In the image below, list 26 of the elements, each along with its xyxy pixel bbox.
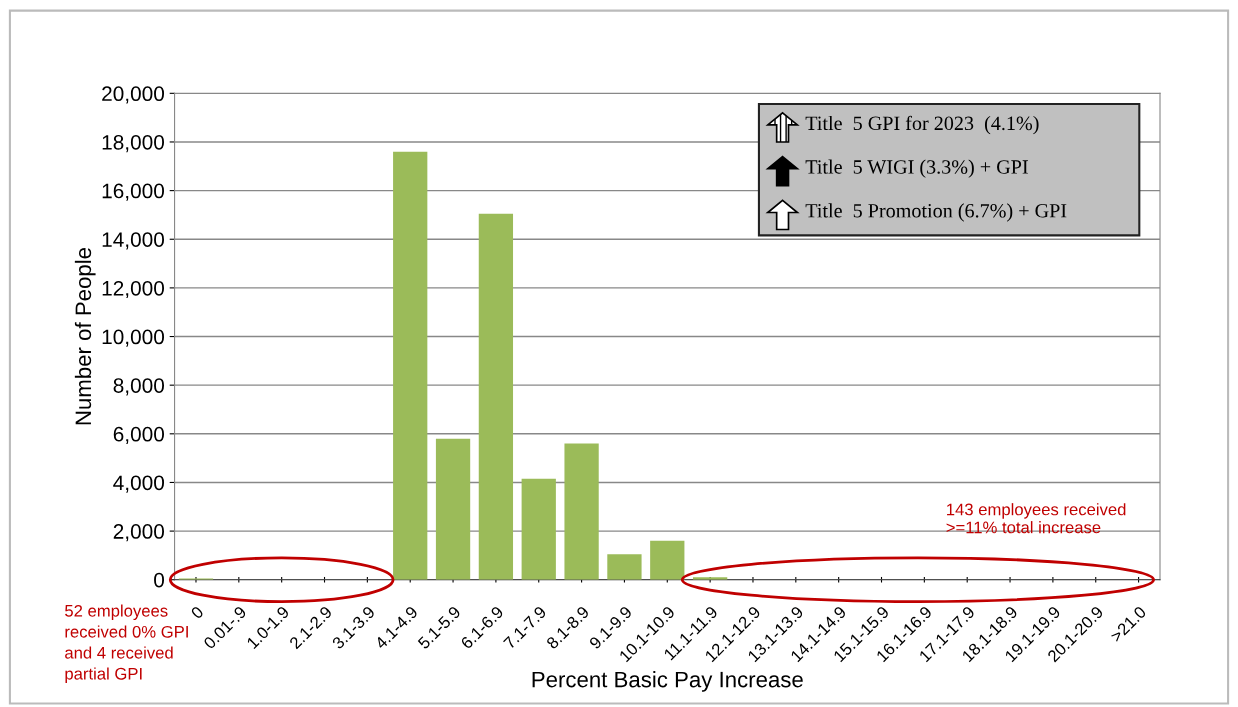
y-tick-label: 20,000 [102, 86, 165, 104]
y-tick-label: 16,000 [102, 183, 165, 201]
bar [393, 151, 428, 580]
x-tick-label: 0 [190, 605, 205, 620]
y-tick-label: 14,000 [102, 232, 165, 250]
text: 52 employees received 0% GPI and 4 received partial GPI [65, 604, 188, 683]
y-tick-label: 10,000 [102, 329, 165, 347]
y-tick-label: 18,000 [102, 134, 165, 153]
y-axis-title: Number of People [74, 247, 96, 425]
bar [607, 554, 642, 580]
y-tick-label: 4,000 [113, 475, 165, 493]
annotation: Title 5 GPI for 2023 (4.1%) [805, 115, 1039, 135]
annotation: Title 5 Promotion (6.7%) + GPI [805, 203, 1067, 222]
x-axis-title: Percent Basic Pay Increase [532, 671, 803, 692]
bar [435, 438, 471, 580]
y-tick-label: 12,000 [102, 280, 165, 299]
y-tick-label: 2,000 [113, 524, 165, 542]
annotation: 143 employees received >=11% total increase [946, 503, 1126, 534]
bar [650, 540, 685, 580]
bar [478, 213, 514, 580]
y-tick-label: 0 [154, 572, 165, 588]
y-tick-label: 8,000 [113, 378, 165, 396]
bar [521, 478, 556, 580]
annotation: Title 5 WIGI (3.3%) + GPI [805, 159, 1028, 178]
bar [564, 443, 599, 580]
y-tick-label: 6,000 [113, 426, 165, 445]
